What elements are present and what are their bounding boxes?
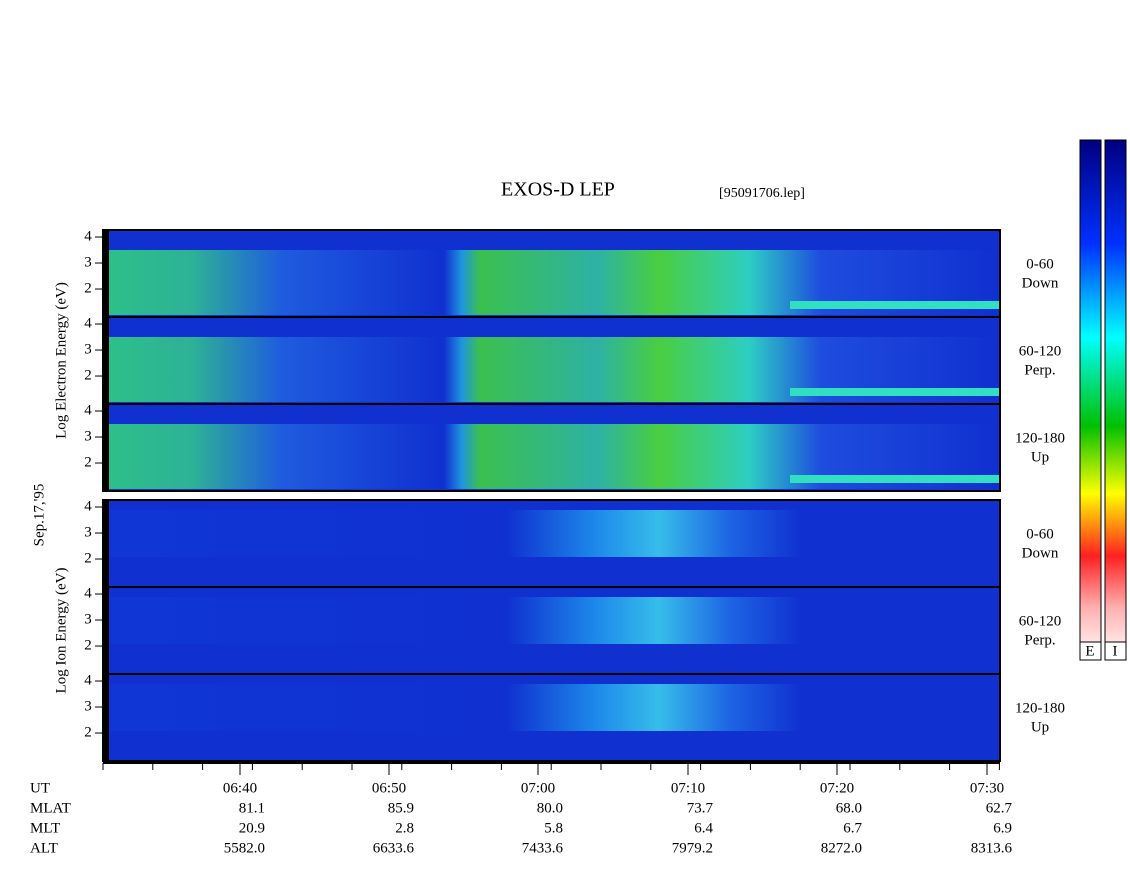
row-value: 07:20 [820, 780, 854, 796]
spectrogram [103, 597, 1000, 644]
left-strip [103, 674, 109, 761]
panel-label: 120-180 [1015, 430, 1065, 446]
y-tick-label: 3 [84, 698, 92, 714]
colorbar [1079, 139, 1102, 661]
row-value: 07:00 [521, 780, 555, 796]
row-value: 07:30 [970, 780, 1004, 796]
row-value: 8313.6 [971, 840, 1013, 856]
y-tick-label: 3 [84, 524, 92, 540]
row-value: 6.7 [843, 820, 862, 836]
colorbar-box [1079, 641, 1102, 661]
row-name: UT [30, 780, 50, 796]
y-tick-label: 2 [84, 724, 92, 740]
spectrogram [103, 510, 1000, 557]
row-value: 85.9 [388, 800, 414, 816]
row-value: 07:10 [671, 780, 705, 796]
y-tick-label: 3 [84, 611, 92, 627]
left-strip [103, 230, 109, 317]
file-name: [95091706.lep] [719, 186, 805, 201]
row-value: 2.8 [395, 820, 414, 836]
row-value: 73.7 [687, 800, 714, 816]
y-tick-label: 4 [84, 315, 92, 331]
y-tick-label: 2 [84, 454, 92, 470]
row-value: 68.0 [836, 800, 862, 816]
panel-label: Up [1031, 719, 1049, 735]
y-tick-label: 4 [84, 672, 92, 688]
panel-label: 60-120 [1019, 343, 1062, 359]
row-value: 06:40 [223, 780, 257, 796]
row-name: MLT [30, 820, 60, 836]
y-tick-label: 4 [84, 498, 92, 514]
y-tick-label: 2 [84, 637, 92, 653]
row-value: 06:50 [372, 780, 406, 796]
y-axis-label: Log Electron Energy (eV) [53, 282, 69, 439]
left-strip [103, 317, 109, 404]
row-value: 6.4 [694, 820, 713, 836]
spectrogram-band [790, 388, 1000, 396]
row-value: 6633.6 [373, 840, 415, 856]
panel-label: Perp. [1024, 632, 1055, 648]
y-tick-label: 4 [84, 402, 92, 418]
panel-label: Perp. [1024, 362, 1055, 378]
row-value: 20.9 [239, 820, 265, 836]
row-value: 5.8 [544, 820, 563, 836]
panel-label: Down [1022, 275, 1059, 291]
panel-label: 60-120 [1019, 613, 1062, 629]
panel-label: 0-60 [1026, 256, 1054, 272]
spectrogram-band [790, 475, 1000, 483]
row-name: MLAT [30, 800, 71, 816]
colorbar-label: E [1085, 643, 1094, 659]
row-value: 5582.0 [224, 840, 265, 856]
row-name: ALT [30, 840, 58, 856]
panel-label: 120-180 [1015, 700, 1065, 716]
panel-label: Up [1031, 449, 1049, 465]
left-strip [103, 587, 109, 674]
y-tick-label: 2 [84, 367, 92, 383]
row-value: 7979.2 [672, 840, 713, 856]
left-strip [103, 500, 109, 587]
row-value: 62.7 [986, 800, 1013, 816]
left-strip [103, 404, 109, 491]
colorbar [1104, 139, 1127, 661]
row-value: 80.0 [537, 800, 563, 816]
y-tick-label: 3 [84, 254, 92, 270]
y-axis-label: Log Ion Energy (eV) [53, 568, 69, 694]
row-value: 7433.6 [522, 840, 564, 856]
colorbar-box [1104, 641, 1127, 661]
row-value: 81.1 [239, 800, 265, 816]
spectrogram-band [790, 301, 1000, 309]
date-label: Sep.17,'95 [31, 484, 47, 547]
y-tick-label: 3 [84, 341, 92, 357]
y-tick-label: 4 [84, 585, 92, 601]
y-tick-label: 3 [84, 428, 92, 444]
colorbar-label: I [1113, 643, 1118, 659]
y-tick-label: 2 [84, 550, 92, 566]
title: EXOS-D LEP [501, 179, 615, 201]
panel-label: Down [1022, 545, 1059, 561]
spectrogram [103, 684, 1000, 731]
y-tick-label: 4 [84, 228, 92, 244]
y-tick-label: 2 [84, 280, 92, 296]
row-value: 8272.0 [821, 840, 862, 856]
row-value: 6.9 [993, 820, 1012, 836]
panel-label: 0-60 [1026, 526, 1054, 542]
